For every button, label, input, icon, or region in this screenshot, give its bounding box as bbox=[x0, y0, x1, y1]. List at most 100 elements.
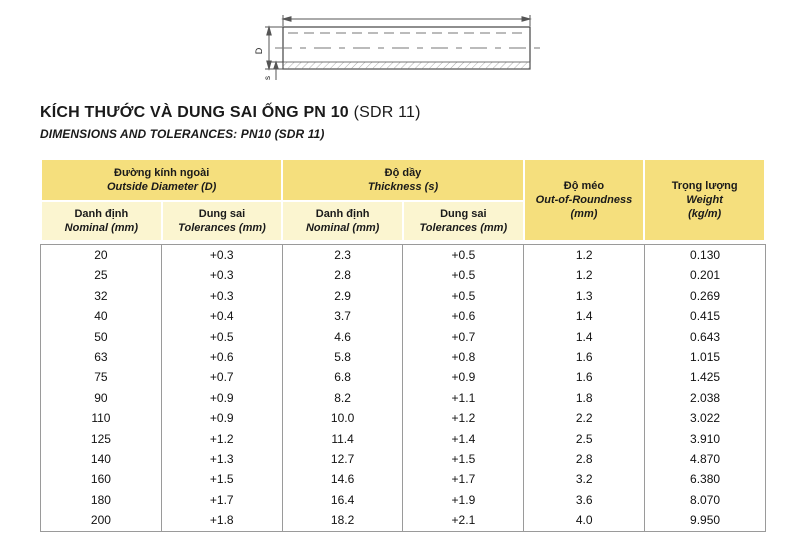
table-cell: 14.6 bbox=[281, 469, 403, 490]
table-cell: +1.5 bbox=[160, 469, 283, 490]
table-cell: 0.643 bbox=[644, 326, 766, 348]
table-cell: 4.870 bbox=[644, 449, 766, 470]
table-cell: 3.022 bbox=[644, 408, 766, 429]
subheader-en: Nominal (mm) bbox=[305, 222, 380, 234]
header-unit: (mm) bbox=[570, 208, 598, 220]
header-group-vi: Đường kính ngoài bbox=[114, 167, 210, 179]
table-row: 90 +0.9 8.2 +1.1 1.8 2.038 bbox=[41, 387, 766, 409]
table-cell: +0.9 bbox=[402, 367, 524, 388]
table-row: 140 +1.3 12.7 +1.5 2.8 4.870 bbox=[41, 449, 766, 470]
table-row: 75 +0.7 6.8 +0.9 1.6 1.425 bbox=[41, 367, 766, 388]
table-cell: 2.8 bbox=[281, 265, 403, 286]
thickness-label: s bbox=[263, 76, 272, 80]
table-cell: +0.3 bbox=[160, 265, 283, 286]
table-cell: 8.2 bbox=[281, 387, 403, 409]
table-cell: +1.3 bbox=[160, 449, 283, 470]
table-cell: 12.7 bbox=[281, 449, 403, 470]
table-cell: 140 bbox=[90, 452, 111, 467]
header-out-of-roundness: Độ méo Out-of-Roundness (mm) bbox=[522, 158, 646, 242]
table-cell: +1.1 bbox=[402, 387, 524, 409]
table-cell: +0.5 bbox=[402, 265, 524, 286]
header-group-en: Thickness (s) bbox=[367, 181, 439, 193]
subheader-en: Tolerances (mm) bbox=[419, 222, 508, 234]
table-cell: 25 bbox=[94, 268, 108, 283]
dimensions-table: Đường kính ngoài Outside Diameter (D) Độ… bbox=[39, 158, 766, 532]
table-cell: +1.8 bbox=[160, 510, 283, 532]
table-cell: 2.5 bbox=[523, 428, 645, 450]
table-cell: 90 bbox=[94, 390, 108, 405]
table-cell: 50 bbox=[94, 329, 108, 344]
table-row: 40 +0.4 3.7 +0.6 1.4 0.415 bbox=[41, 306, 766, 327]
table-cell: 200 bbox=[90, 513, 111, 528]
table-cell: 1.425 bbox=[644, 367, 766, 388]
subheader-vi: Danh định bbox=[315, 208, 370, 220]
wall-section-hatch bbox=[282, 61, 531, 70]
header-vi: Độ méo bbox=[563, 180, 605, 192]
table-cell: 2.2 bbox=[523, 408, 645, 429]
table-cell: 1.2 bbox=[523, 244, 645, 266]
table-cell: 0.415 bbox=[644, 306, 766, 327]
table-cell: 1.6 bbox=[523, 347, 645, 368]
title-block: KÍCH THƯỚC VÀ DUNG SAI ỐNG PN 10 (SDR 11… bbox=[40, 104, 421, 141]
table-cell: 1.4 bbox=[523, 306, 645, 327]
table-cell: 110 bbox=[91, 411, 111, 426]
table-cell: 20 bbox=[94, 248, 108, 262]
table-row: 50 +0.5 4.6 +0.7 1.4 0.643 bbox=[41, 326, 766, 348]
table-cell: +1.4 bbox=[402, 428, 524, 450]
table-cell: 3.6 bbox=[523, 489, 645, 511]
table-cell: +1.2 bbox=[402, 408, 524, 429]
header-group-outside-diameter: Đường kính ngoài Outside Diameter (D) bbox=[39, 158, 284, 202]
table-cell: +0.7 bbox=[402, 326, 524, 348]
table-row: 25 +0.3 2.8 +0.5 1.2 0.201 bbox=[41, 265, 766, 286]
table-row: 200 +1.8 18.2 +2.1 4.0 9.950 bbox=[41, 510, 766, 532]
page-title-suffix: (SDR 11) bbox=[348, 104, 421, 121]
table-cell: 6.8 bbox=[281, 367, 403, 388]
table-cell: 3.910 bbox=[644, 428, 766, 450]
table-cell: 11.4 bbox=[281, 428, 403, 450]
table-cell: +0.5 bbox=[402, 244, 524, 266]
table-cell: 40 bbox=[94, 309, 108, 324]
subheader-en: Nominal (mm) bbox=[64, 222, 138, 234]
subheader-vi: Dung sai bbox=[198, 208, 246, 220]
table-cell: +2.1 bbox=[402, 510, 524, 532]
thickness-dimension bbox=[271, 60, 283, 80]
table-cell: 4.6 bbox=[281, 326, 403, 348]
table-cell: +0.3 bbox=[160, 244, 283, 266]
table-cell: 160 bbox=[90, 472, 111, 487]
table-cell: +0.8 bbox=[402, 347, 524, 368]
table-cell: 8.070 bbox=[644, 489, 766, 511]
table-cell: 0.269 bbox=[644, 285, 766, 307]
table-cell: 3.2 bbox=[523, 469, 645, 490]
table-row: 32 +0.3 2.9 +0.5 1.3 0.269 bbox=[41, 285, 766, 307]
table-cell: +1.5 bbox=[402, 449, 524, 470]
table-body: 20 +0.3 2.3 +0.5 1.2 0.130 25 +0.3 2.8 +0.5 1.2 0.2… bbox=[40, 244, 766, 532]
table-cell: +1.7 bbox=[402, 469, 524, 490]
pipe-diagram: D s bbox=[254, 15, 540, 80]
page-subtitle: DIMENSIONS AND TOLERANCES: PN10 (SDR 11) bbox=[40, 127, 325, 141]
table-cell: 0.130 bbox=[644, 244, 766, 266]
table-cell: 2.8 bbox=[523, 449, 645, 470]
header-unit: (kg/m) bbox=[688, 208, 722, 220]
table-cell: 4.0 bbox=[523, 510, 645, 532]
table-cell: +1.9 bbox=[402, 489, 524, 511]
table-cell: 180 bbox=[90, 492, 111, 507]
table-row: 110 +0.9 10.0 +1.2 2.2 3.022 bbox=[41, 408, 766, 429]
table-cell: 2.038 bbox=[644, 387, 766, 409]
diameter-label: D bbox=[254, 47, 264, 54]
header-group-en: Outside Diameter (D) bbox=[106, 181, 217, 193]
table-row: 160 +1.5 14.6 +1.7 3.2 6.380 bbox=[41, 469, 766, 490]
header-weight: Trọng lượng Weight (kg/m) bbox=[643, 158, 766, 242]
table-cell: +0.6 bbox=[160, 347, 283, 368]
table-cell: 1.015 bbox=[644, 347, 766, 368]
table-cell: +0.7 bbox=[160, 367, 283, 388]
table-cell: 1.8 bbox=[523, 387, 645, 409]
table-cell: 3.7 bbox=[281, 306, 403, 327]
table-cell: 5.8 bbox=[281, 347, 403, 368]
table-row: 125 +1.2 11.4 +1.4 2.5 3.910 bbox=[41, 428, 766, 450]
diameter-dimension bbox=[265, 25, 283, 71]
table-cell: 63 bbox=[94, 350, 108, 365]
subheader-od-tolerances: Dung sai Tolerances (mm) bbox=[160, 200, 284, 242]
table-cell: 1.2 bbox=[523, 265, 645, 286]
subheader-vi: Danh định bbox=[74, 208, 129, 220]
table-cell: 32 bbox=[94, 288, 108, 303]
